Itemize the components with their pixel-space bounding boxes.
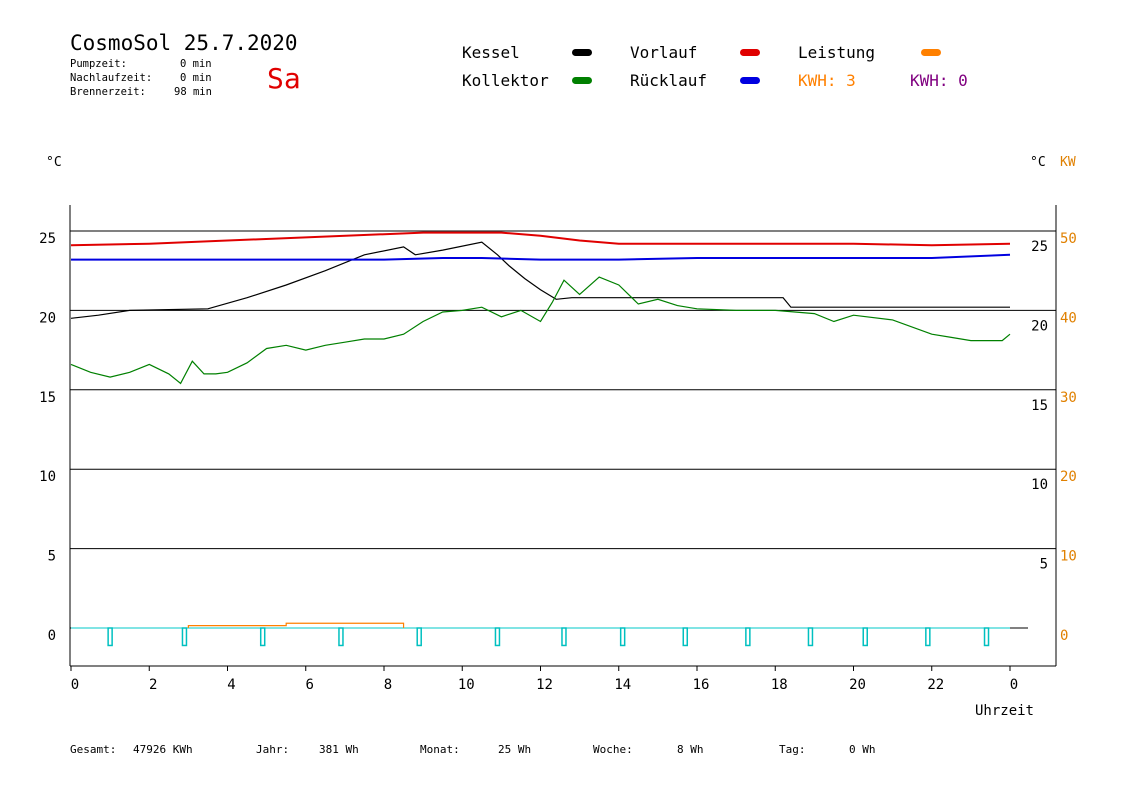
footer-monat-value: 25 Wh [498, 743, 532, 756]
legend-kessel-swatch [572, 49, 592, 56]
y-left-tick-label: 15 [39, 390, 56, 406]
y-right-unit: °C [1030, 155, 1046, 170]
y-left-tick-label: 0 [48, 628, 56, 644]
y-right-tick-label: 25 [1031, 239, 1048, 255]
footer-woche-value: 8 Wh [677, 743, 704, 756]
pump-marker [259, 627, 266, 647]
legend-kwh-secondary: KWH: 0 [910, 71, 968, 90]
x-tick-label: 6 [306, 677, 314, 693]
pump-marker [807, 627, 814, 647]
footer-jahr-value: 381 Wh [319, 743, 359, 756]
footer-gesamt-value: 47926 KWh [133, 743, 193, 756]
footer-gesamt-label: Gesamt: [70, 743, 117, 756]
y-left-unit: °C [46, 155, 62, 170]
x-tick-label: 14 [614, 677, 631, 693]
x-tick-label: 10 [458, 677, 475, 693]
x-tick-label: 12 [536, 677, 553, 693]
y-right-tick-label: 20 [1031, 318, 1048, 334]
x-axis-label: Uhrzeit [975, 703, 1034, 719]
pump-marker [619, 627, 626, 647]
pump-marker [338, 627, 344, 647]
series-line-ruecklauf [71, 253, 1011, 261]
legend-leistung-label: Leistung [798, 43, 876, 62]
pump-marker [494, 627, 501, 647]
y-left-tick-label: 5 [48, 549, 56, 565]
footer-jahr-label: Jahr: [256, 743, 290, 756]
series-line-leistung [187, 622, 405, 628]
footer-tag-value: 0 Wh [849, 743, 876, 756]
x-tick-label: 0 [71, 677, 79, 693]
y-kw-tick-label: 50 [1060, 231, 1077, 247]
legend-vorlauf-label: Vorlauf [630, 43, 698, 62]
page-title: CosmoSol 25.7.2020 [70, 31, 298, 55]
brennerzeit-value: 98 min [174, 86, 212, 98]
y-left-tick-label: 25 [39, 231, 56, 247]
x-tick-label: 20 [849, 677, 866, 693]
x-tick-label: 22 [927, 677, 944, 693]
legend-kessel-label: Kessel [462, 43, 520, 62]
pump-marker [416, 627, 422, 647]
brennerzeit-label: Brennerzeit: [70, 86, 146, 98]
x-tick-label: 0 [1010, 677, 1018, 693]
legend-ruecklauf-label: Rücklauf [630, 71, 708, 90]
y-right-tick-label: 5 [1040, 557, 1048, 573]
y-right-tick-label: 10 [1031, 477, 1048, 493]
pump-marker [682, 627, 689, 647]
x-tick-label: 8 [384, 677, 392, 693]
footer-monat-label: Monat: [420, 743, 460, 756]
x-tick-label: 16 [693, 677, 710, 693]
footer-tag-label: Tag: [779, 743, 806, 756]
y-kw-tick-label: 20 [1060, 469, 1077, 485]
pump-marker [561, 627, 567, 647]
y-left-tick-label: 20 [39, 310, 56, 326]
pump-marker [181, 627, 188, 647]
y-kw-unit: KW [1060, 155, 1076, 170]
x-tick-label: 4 [227, 677, 235, 693]
legend-ruecklauf-swatch [740, 77, 760, 84]
x-tick-label: 2 [149, 677, 157, 693]
y-kw-tick-label: 0 [1060, 628, 1068, 644]
pump-marker [107, 627, 113, 647]
footer-woche-label: Woche: [593, 743, 633, 756]
weekday-label: Sa [267, 62, 301, 95]
pumpzeit-label: Pumpzeit: [70, 58, 127, 70]
series-line-kessel [70, 241, 1010, 319]
series-line-vorlauf [70, 231, 1011, 247]
y-kw-tick-label: 40 [1060, 310, 1077, 326]
y-kw-tick-label: 10 [1060, 549, 1077, 565]
legend-kollektor-label: Kollektor [462, 71, 549, 90]
pump-marker [983, 627, 990, 647]
y-kw-tick-label: 30 [1060, 390, 1077, 406]
series-line-kollektor [70, 276, 1011, 385]
pump-marker [862, 627, 868, 647]
legend-kwh-total: KWH: 3 [798, 71, 856, 90]
legend-leistung-swatch [921, 49, 941, 56]
y-left-tick-label: 10 [39, 469, 56, 485]
pump-marker [745, 627, 751, 647]
nachlaufzeit-label: Nachlaufzeit: [70, 72, 153, 84]
legend-kollektor-swatch [572, 77, 592, 84]
y-right-tick-label: 15 [1031, 398, 1048, 414]
pumpzeit-value: 0 min [180, 58, 212, 70]
nachlaufzeit-value: 0 min [180, 72, 212, 84]
pump-marker [925, 627, 931, 647]
legend-vorlauf-swatch [740, 49, 760, 56]
x-tick-label: 18 [771, 677, 788, 693]
